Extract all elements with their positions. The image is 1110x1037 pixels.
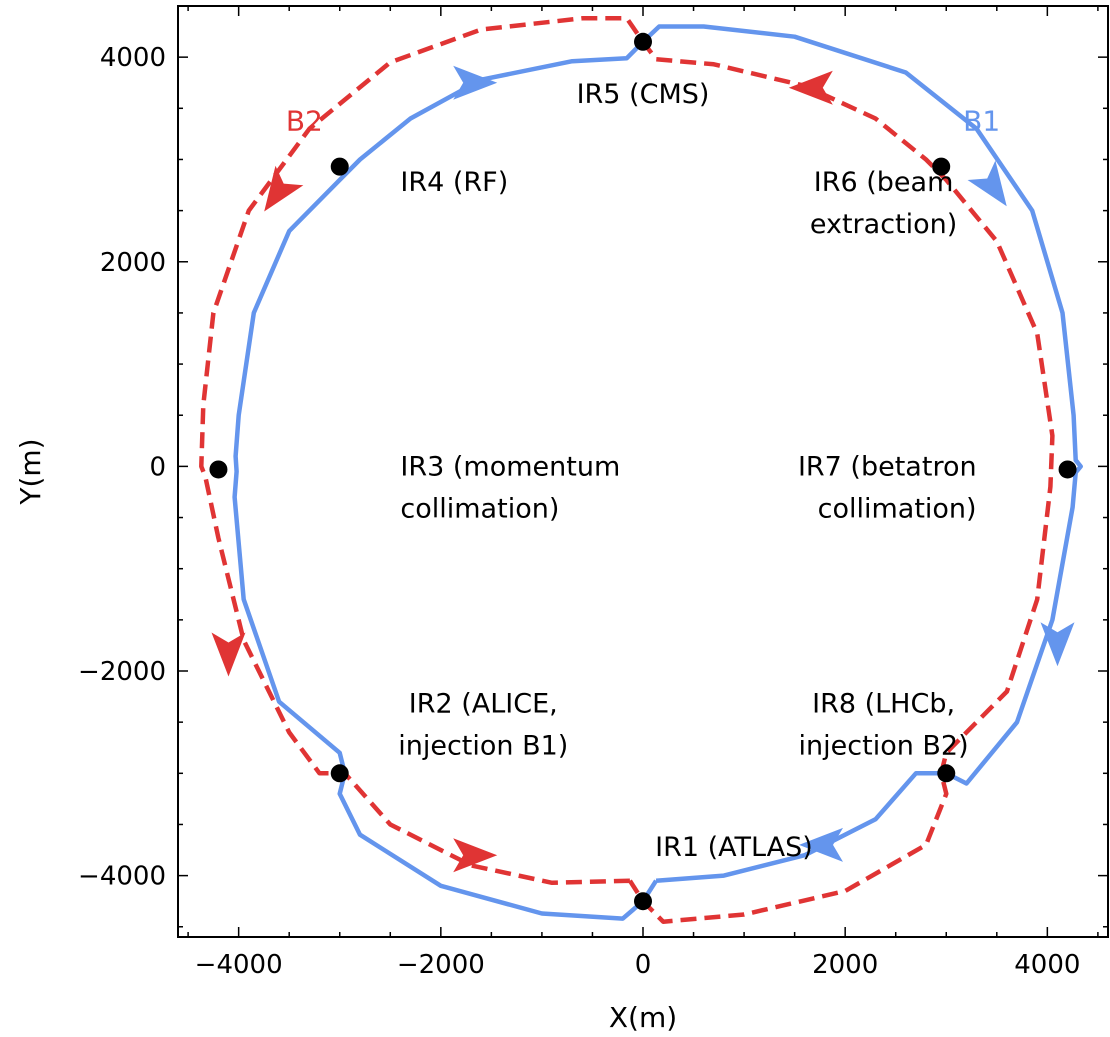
x-tick-label: −2000 [397, 950, 485, 980]
beam-b2-arrow-icon [264, 165, 304, 212]
beam-b1-arrow-icon [1040, 622, 1075, 667]
x-tick-label: −4000 [195, 950, 283, 980]
ir-annotation: IR8 (LHCb, injection B2) [799, 689, 969, 762]
ir-annotation-line: extraction) [810, 209, 957, 240]
y-tick-label: 0 [149, 452, 166, 482]
ir-annotation-line: injection B2) [799, 731, 969, 762]
beam-name-label: B2 [286, 105, 323, 138]
ir-annotation: IR3 (momentum collimation) [400, 451, 620, 524]
beam-b2-arrow-icon [211, 632, 246, 677]
y-tick-label: −2000 [78, 657, 166, 687]
ir-annotation-line: IR8 (LHCb, [812, 689, 955, 720]
beam-b2-path [199, 16, 1055, 924]
beam-b1-arrow-icon [967, 160, 1007, 207]
ir-annotation-line: IR5 (CMS) [577, 79, 710, 110]
y-tick-label: 2000 [100, 248, 166, 278]
x-tick-label: 2000 [812, 950, 878, 980]
interaction-point-marker [1058, 460, 1077, 479]
interaction-point-marker [330, 764, 349, 783]
ir-annotation-line: IR6 (beam [814, 167, 954, 198]
ir-annotation: IR1 (ATLAS) [655, 832, 813, 863]
ir-annotation: IR6 (beam extraction) [810, 167, 957, 240]
ticks-layer: −4000 −2000 0 2000 4000 4000 2000 0 −2000 −4000 [78, 5, 1108, 980]
interaction-points-layer [209, 32, 1077, 911]
beam-b1-arrow-icon [453, 65, 498, 100]
ir-annotation-line: IR7 (betatron [798, 451, 977, 482]
y-tick-label: 4000 [100, 43, 166, 73]
interaction-point-marker [634, 892, 652, 911]
interaction-point-marker [932, 157, 951, 176]
beam-name-label: B1 [963, 105, 1000, 138]
interaction-point-marker [209, 460, 228, 479]
ir-annotation-line: IR1 (ATLAS) [655, 832, 813, 863]
x-tick-label: 4000 [1014, 950, 1080, 980]
ir-annotation: IR5 (CMS) [577, 79, 710, 110]
ir-annotation-line: collimation) [818, 493, 977, 524]
interaction-point-marker [330, 157, 349, 176]
beam-b2-arrow-icon [453, 838, 498, 873]
x-axis-title: X(m) [609, 1001, 677, 1034]
y-axis-title: Y(m) [14, 438, 47, 505]
ir-annotation: IR7 (betatron collimation) [798, 451, 977, 524]
x-tick-label: 0 [635, 950, 652, 980]
beam-b1-arrow-icon [799, 827, 843, 862]
ir-annotation: IR4 (RF) [400, 167, 508, 198]
beam-b2-arrow-icon [788, 70, 833, 105]
ir-annotation-line: injection B1) [398, 731, 568, 762]
ir-annotation-line: IR4 (RF) [400, 167, 508, 198]
y-tick-label: −4000 [78, 862, 166, 892]
ir-annotation-line: IR3 (momentum [400, 451, 620, 482]
ir-annotation-line: IR2 (ALICE, [409, 689, 558, 720]
ir-annotation: IR2 (ALICE, injection B1) [398, 689, 568, 762]
interaction-point-marker [937, 764, 956, 783]
ir-annotation-line: collimation) [400, 493, 559, 524]
interaction-point-marker [634, 32, 652, 51]
